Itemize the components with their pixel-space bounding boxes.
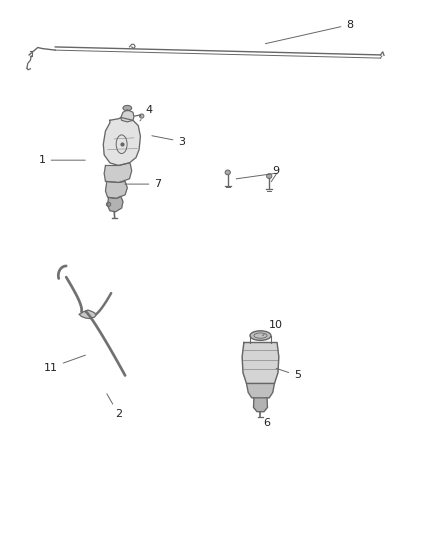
Polygon shape bbox=[242, 343, 279, 383]
Text: 7: 7 bbox=[125, 179, 162, 189]
Polygon shape bbox=[254, 398, 268, 411]
Ellipse shape bbox=[225, 170, 230, 175]
Ellipse shape bbox=[267, 174, 272, 179]
Text: 2: 2 bbox=[107, 394, 122, 419]
Text: 9: 9 bbox=[272, 166, 279, 176]
Ellipse shape bbox=[250, 331, 271, 341]
Ellipse shape bbox=[140, 114, 144, 118]
Text: 3: 3 bbox=[152, 136, 185, 147]
Text: 6: 6 bbox=[261, 413, 271, 429]
Text: 4: 4 bbox=[140, 104, 153, 121]
Ellipse shape bbox=[106, 202, 111, 206]
Polygon shape bbox=[247, 383, 275, 398]
Polygon shape bbox=[79, 310, 97, 319]
Polygon shape bbox=[106, 181, 127, 198]
Text: 11: 11 bbox=[44, 355, 85, 373]
Polygon shape bbox=[104, 163, 132, 182]
Polygon shape bbox=[103, 118, 141, 165]
Text: 10: 10 bbox=[263, 320, 283, 336]
Text: 1: 1 bbox=[39, 155, 85, 165]
Polygon shape bbox=[121, 110, 134, 122]
Polygon shape bbox=[108, 196, 123, 212]
Text: 5: 5 bbox=[276, 368, 301, 381]
Ellipse shape bbox=[123, 106, 132, 111]
Text: 8: 8 bbox=[265, 20, 353, 44]
